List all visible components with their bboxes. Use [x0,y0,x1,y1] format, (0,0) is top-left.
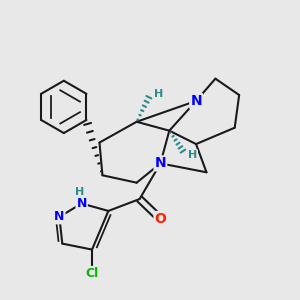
Text: H: H [188,150,197,160]
Text: H: H [75,187,84,197]
Text: N: N [190,94,202,108]
Text: N: N [76,197,87,210]
Text: N: N [154,156,166,170]
Text: Cl: Cl [85,267,99,280]
Text: O: O [154,212,166,226]
Text: N: N [54,210,64,224]
Text: H: H [154,88,164,98]
